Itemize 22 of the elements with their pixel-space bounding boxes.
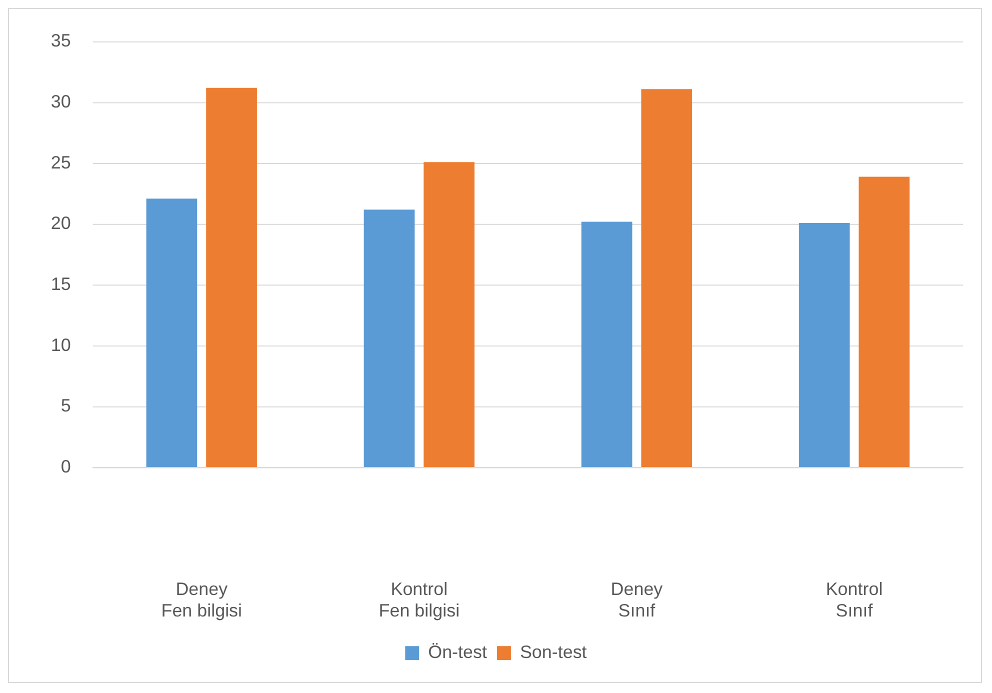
bar xyxy=(581,222,632,467)
bar xyxy=(424,162,475,467)
x-tick-label: Deney Sınıf xyxy=(610,578,663,620)
bar xyxy=(798,222,850,467)
x-tick-label: Kontrol Fen bilgisi xyxy=(378,578,460,620)
x-tick-label: Kontrol Sınıf xyxy=(826,578,883,620)
bar xyxy=(364,210,415,467)
legend-label: Ön-test xyxy=(428,642,487,662)
bar xyxy=(206,88,257,467)
bar xyxy=(146,198,198,467)
legend-label: Son-test xyxy=(520,642,587,662)
bar xyxy=(858,176,910,467)
y-tick-label: 30 xyxy=(50,91,71,112)
x-tick-label: Deney Fen bilgisi xyxy=(161,578,242,620)
y-tick-label: 0 xyxy=(60,456,71,476)
y-tick-label: 5 xyxy=(60,396,71,416)
y-tick-label: 15 xyxy=(50,274,71,294)
y-tick-label: 35 xyxy=(50,30,71,51)
y-tick-label: 20 xyxy=(50,213,71,234)
y-tick-label: 25 xyxy=(50,152,71,172)
y-tick-label: 10 xyxy=(50,334,71,355)
bar xyxy=(641,89,692,467)
